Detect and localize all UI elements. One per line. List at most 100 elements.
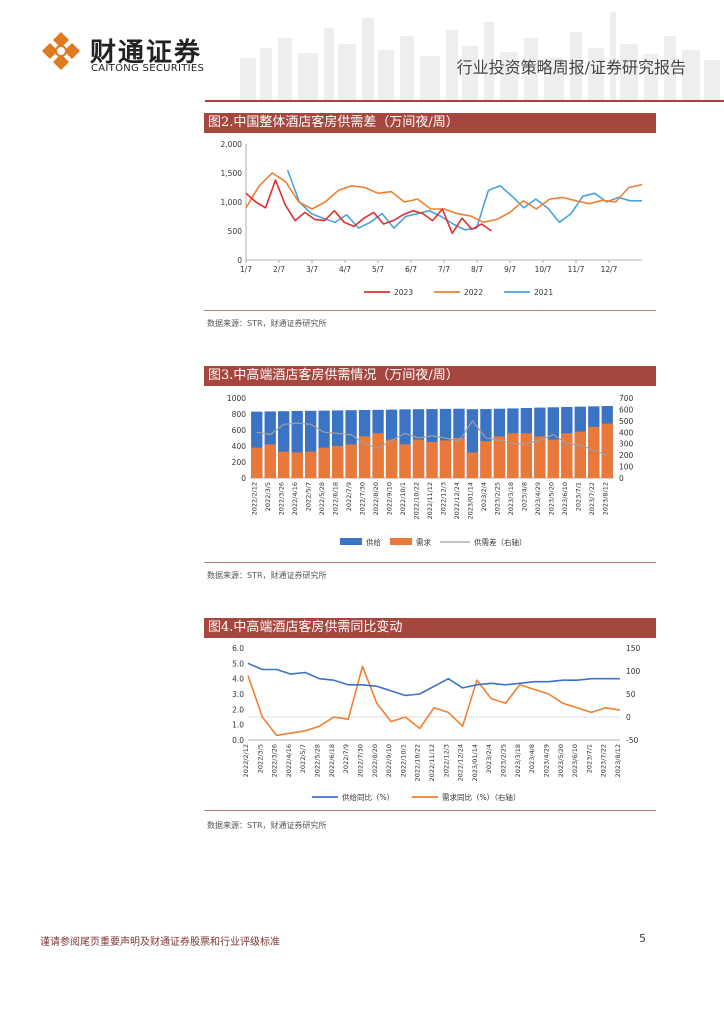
y-tick-label: 2,000 xyxy=(221,140,243,149)
x-tick-label: 2022/5/7 xyxy=(299,744,307,773)
x-tick-label: 2023/4/8 xyxy=(528,744,536,773)
y2-tick-label: 100 xyxy=(619,463,634,472)
x-tick-label: 4/7 xyxy=(339,265,351,274)
x-tick-label: 2022/7/9 xyxy=(342,744,350,773)
y-tick-label: 1,000 xyxy=(221,198,243,207)
x-tick-label: 2023/7/22 xyxy=(600,744,608,777)
supply-bar xyxy=(318,410,330,478)
x-tick-label: 1/7 xyxy=(240,265,252,274)
figure-4-title: 图4.中高端酒店客房供需同比变动 xyxy=(204,618,656,638)
demand-bar xyxy=(547,439,559,478)
supply-bar xyxy=(291,410,303,478)
x-tick-label: 6/7 xyxy=(405,265,417,274)
page-number: 5 xyxy=(639,932,646,945)
figure-2-chart: 0 500 1,000 1,500 2,000 1/7 2/7 3/7 4/7 5/7 6/7 7/7… xyxy=(221,140,643,297)
demand-bar xyxy=(534,436,546,478)
figure-2-divider xyxy=(204,310,656,311)
legend-label-2023: 2023 xyxy=(394,288,413,297)
legend-label-demand-yoy: 需求同比（%）（右轴） xyxy=(442,792,520,802)
x-tick-label: 2022/4/16 xyxy=(285,744,293,777)
x-tick-label: 2/7 xyxy=(273,265,285,274)
demand-bar xyxy=(318,447,330,478)
y2-tick-label: 200 xyxy=(619,451,634,460)
y-tick-label: 800 xyxy=(232,410,247,419)
y-tick-label: 400 xyxy=(232,442,247,451)
y2-tick-label: 100 xyxy=(626,667,641,676)
x-tick-label: 11/7 xyxy=(568,265,585,274)
x-tick-label: 2022/6/18 xyxy=(328,744,336,777)
demand-bar xyxy=(264,444,276,478)
demand-bar xyxy=(399,444,411,478)
x-tick-label: 2023/7/1 xyxy=(574,482,582,511)
x-tick-label: 2023/8/12 xyxy=(601,482,609,515)
y2-tick-label: 500 xyxy=(619,417,634,426)
demand-bar xyxy=(278,451,290,478)
demand-bar xyxy=(426,442,438,478)
caitong-logo-icon xyxy=(42,32,80,70)
legend-label-gap: 供需差（右轴） xyxy=(474,537,527,547)
skyline-decoration xyxy=(240,12,720,100)
y-tick-label: 2.0 xyxy=(232,705,244,714)
x-tick-label: 2022/11/12 xyxy=(428,744,436,781)
legend-label-supply: 供给 xyxy=(366,537,381,547)
x-tick-label: 2023/4/8 xyxy=(520,482,528,511)
y-tick-label: 0 xyxy=(241,474,246,483)
supply-bar xyxy=(305,410,317,478)
x-tick-label: 2022/10/22 xyxy=(413,482,421,519)
demand-bar xyxy=(480,441,492,478)
x-tick-label: 2022/12/3 xyxy=(442,744,450,777)
x-tick-label: 2023/3/18 xyxy=(507,482,515,515)
y-tick-label: 0 xyxy=(237,256,242,265)
x-tick-label: 2023/01/14 xyxy=(466,482,474,519)
y2-tick-label: 150 xyxy=(626,644,641,653)
demand-bar xyxy=(251,447,263,478)
x-tick-label: 2023/5/20 xyxy=(557,744,565,777)
x-tick-label: 2022/7/30 xyxy=(359,482,367,515)
x-tick-label: 2022/4/16 xyxy=(291,482,299,515)
y-tick-label: 6.0 xyxy=(232,644,244,653)
x-tick-label: 2022/11/12 xyxy=(426,482,434,519)
y2-tick-label: 0 xyxy=(619,474,624,483)
supply-bar xyxy=(251,411,263,478)
y-tick-label: 600 xyxy=(232,426,247,435)
supply-bar xyxy=(278,411,290,478)
y-tick-label: 1,500 xyxy=(221,169,243,178)
x-tick-label: 2023/01/14 xyxy=(471,744,479,781)
x-tick-label: 2022/6/18 xyxy=(332,482,340,515)
header-rule xyxy=(205,100,724,102)
x-tick-label: 2022/10/22 xyxy=(414,744,422,781)
x-tick-label: 7/7 xyxy=(438,265,450,274)
demand-bar xyxy=(345,444,357,478)
x-tick-label: 2022/3/5 xyxy=(264,482,272,511)
y-tick-label: 3.0 xyxy=(232,690,244,699)
figure-4-source: 数据来源：STR，财通证券研究所 xyxy=(207,821,327,830)
x-tick-label: 2022/12/24 xyxy=(453,482,461,519)
y2-tick-label: 300 xyxy=(619,440,634,449)
series-line-2021 xyxy=(286,169,642,231)
x-tick-label: 10/7 xyxy=(535,265,552,274)
x-tick-label: 2023/2/4 xyxy=(480,482,488,511)
page-header: 财通证券 CAITONG SECURITIES 行业投资策略周报/证券研究报告 xyxy=(0,0,724,104)
figure-4-divider xyxy=(204,810,656,811)
figure-2-title: 图2.中国整体酒店客房供需差（万间夜/周） xyxy=(204,113,656,133)
demand-bar xyxy=(588,426,600,478)
y2-tick-label: 400 xyxy=(619,428,634,437)
y-tick-label: 1000 xyxy=(227,394,246,403)
x-tick-label: 2022/7/30 xyxy=(356,744,364,777)
demand-bar xyxy=(601,423,613,478)
x-tick-label: 12/7 xyxy=(601,265,618,274)
x-tick-label: 2023/5/20 xyxy=(547,482,555,515)
brand-name-en: CAITONG SECURITIES xyxy=(91,63,205,74)
gap-line xyxy=(256,419,608,456)
x-tick-label: 2023/2/25 xyxy=(493,482,501,515)
x-tick-label: 2023/3/18 xyxy=(514,744,522,777)
x-tick-label: 9/7 xyxy=(504,265,516,274)
x-tick-label: 2023/7/22 xyxy=(588,482,596,515)
y-tick-label: 0.0 xyxy=(232,736,244,745)
x-tick-label: 2023/7/1 xyxy=(585,744,593,773)
x-tick-label: 2022/2/12 xyxy=(251,482,259,515)
supply-bar xyxy=(331,410,344,478)
supply-bar xyxy=(399,409,411,478)
figure-2-source: 数据来源：STR，财通证券研究所 xyxy=(207,319,327,328)
legend-swatch-supply xyxy=(340,538,362,545)
